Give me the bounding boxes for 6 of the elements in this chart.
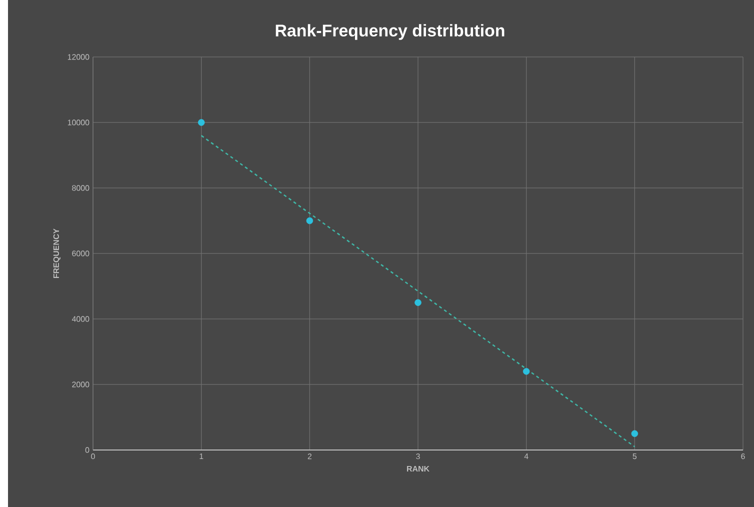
point — [522, 368, 530, 375]
point — [631, 430, 638, 437]
point — [414, 299, 422, 306]
chart-title: Rank-Frequency distribution — [276, 24, 504, 40]
point — [198, 119, 205, 126]
point — [306, 217, 314, 224]
